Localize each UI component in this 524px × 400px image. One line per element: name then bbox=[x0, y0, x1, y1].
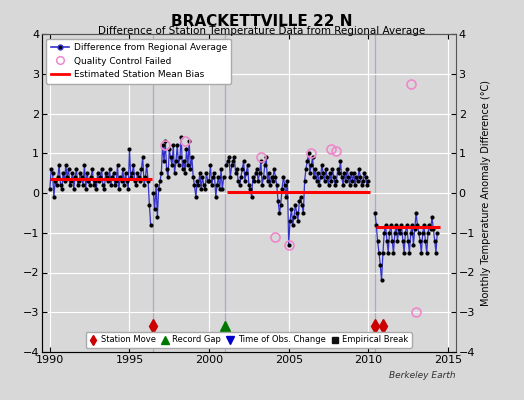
Legend: Station Move, Record Gap, Time of Obs. Change, Empirical Break: Station Move, Record Gap, Time of Obs. C… bbox=[86, 332, 412, 348]
Text: Difference of Station Temperature Data from Regional Average: Difference of Station Temperature Data f… bbox=[99, 26, 425, 36]
Y-axis label: Monthly Temperature Anomaly Difference (°C): Monthly Temperature Anomaly Difference (… bbox=[481, 80, 490, 306]
Text: BRACKETTVILLE 22 N: BRACKETTVILLE 22 N bbox=[171, 14, 353, 29]
Text: Berkeley Earth: Berkeley Earth bbox=[389, 371, 456, 380]
